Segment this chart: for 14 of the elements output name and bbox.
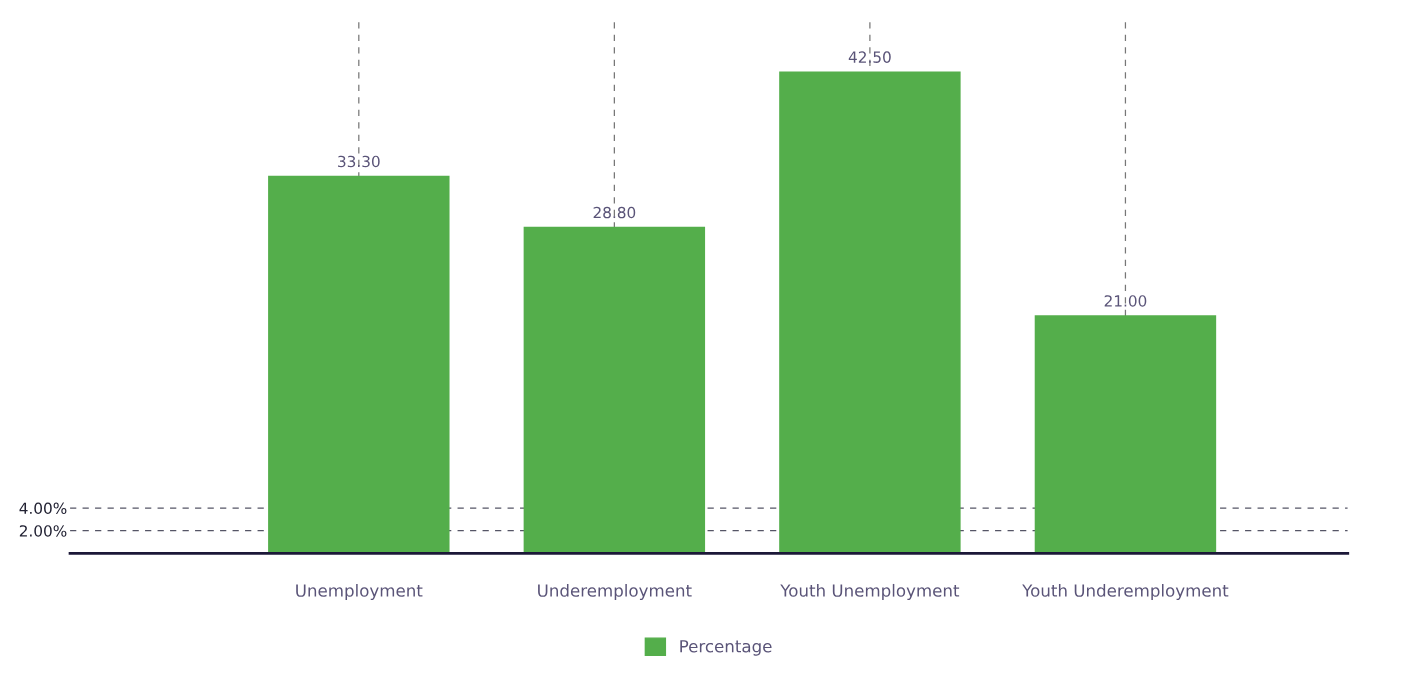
x-tick-label: Youth Unemployment: [780, 583, 960, 601]
bar: [268, 175, 450, 554]
x-tick-label: Underemployment: [538, 583, 692, 601]
x-tick-label: Youth Underemployment: [1022, 583, 1229, 601]
y-tick-label: 2.00%: [19, 525, 67, 537]
data-label: 42.50: [848, 51, 891, 63]
data-label: 33.30: [338, 155, 380, 168]
legend-label: Percentage: [680, 640, 772, 656]
bar: [779, 71, 961, 554]
x-tick-label: Unemployment: [296, 583, 423, 601]
bar: [523, 226, 706, 554]
y-tick-label: 4.00%: [19, 502, 67, 515]
data-label: 21.00: [1104, 295, 1147, 307]
bar: [1034, 315, 1217, 554]
